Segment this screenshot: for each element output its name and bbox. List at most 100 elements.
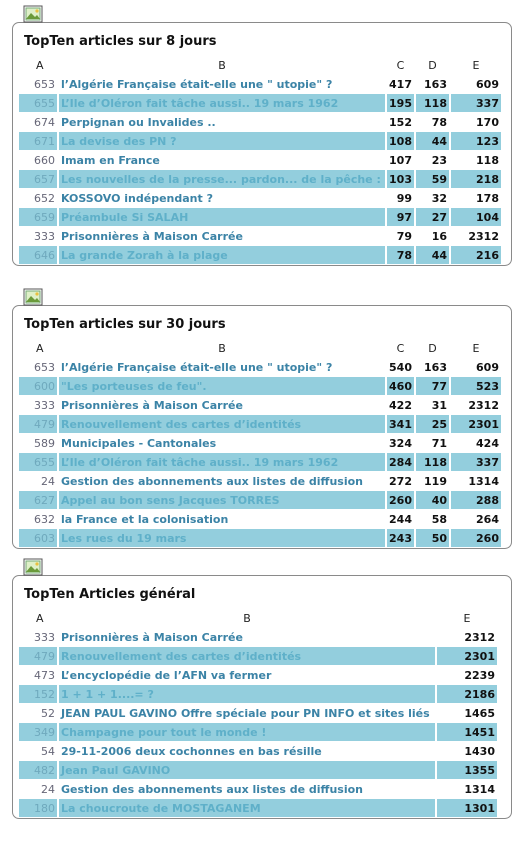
article-link[interactable]: Prisonnières à Maison Carrée	[61, 398, 243, 412]
article-id: 479	[19, 647, 57, 665]
article-link[interactable]: La choucroute de MOSTAGANEM	[59, 799, 435, 817]
column-header: C	[396, 341, 405, 355]
article-link[interactable]: Imam en France	[61, 153, 160, 167]
article-link[interactable]: L’encyclopédie de l’AFN va fermer	[61, 668, 272, 682]
article-row: 671 La devise des PN ? 108 44 123	[19, 132, 501, 150]
article-row: 333 Prisonnières à Maison Carrée 79 16 2312	[19, 227, 501, 245]
article-link[interactable]: Renouvellement des cartes d’identités	[59, 415, 385, 433]
count: 170	[476, 115, 499, 129]
article-row: 659 Préambule Si SALAH 97 27 104	[19, 208, 501, 226]
article-link[interactable]: la France et la colonisation	[61, 512, 229, 526]
article-id: 180	[19, 799, 57, 817]
count: 243	[387, 529, 414, 547]
count: 324	[389, 436, 412, 450]
article-id: 657	[19, 170, 57, 188]
article-link[interactable]: Prisonnières à Maison Carrée	[61, 229, 243, 243]
article-link[interactable]: Champagne pour tout le monde !	[59, 723, 435, 741]
count: 216	[451, 246, 501, 264]
article-link[interactable]: Gestion des abonnements aux listes de di…	[61, 474, 363, 488]
article-id: 674	[34, 115, 55, 129]
count: 264	[476, 512, 499, 526]
article-link[interactable]: La devise des PN ?	[59, 132, 385, 150]
column-header: C	[396, 58, 405, 72]
ranking-table: A B C D E 653 l’Algérie Française était-elle u…	[17, 338, 503, 548]
article-link[interactable]: L’Ile d’Oléron fait tâche aussi.. 19 mar…	[59, 94, 385, 112]
column-header: B	[243, 611, 251, 625]
article-link[interactable]: 29-11-2006 deux cochonnes en bas résille	[61, 744, 322, 758]
article-row: 646 La grande Zorah à la plage 78 44 216	[19, 246, 501, 264]
count: 2312	[468, 398, 499, 412]
column-header: A	[36, 611, 44, 625]
article-id: 660	[34, 153, 55, 167]
panel-icon	[23, 558, 43, 576]
article-id: 54	[41, 744, 55, 758]
article-id: 349	[19, 723, 57, 741]
ranking-table: A B C D E 653 l’Algérie Française était-elle u…	[17, 55, 503, 265]
count: 40	[416, 491, 449, 509]
count: 2312	[464, 630, 495, 644]
column-header: A	[36, 58, 44, 72]
article-link[interactable]: La grande Zorah à la plage	[59, 246, 385, 264]
count: 284	[387, 453, 414, 471]
column-header: A	[36, 341, 44, 355]
panel: TopTen articles sur 8 jours A B C D E 653 l’Alg…	[12, 5, 512, 266]
count: 163	[424, 77, 447, 91]
article-row: 652 KOSSOVO indépendant ? 99 32 178	[19, 189, 501, 207]
article-row: 660 Imam en France 107 23 118	[19, 151, 501, 169]
article-link[interactable]: Municipales - Cantonales	[61, 436, 217, 450]
article-row: 152 1 + 1 + 1....= ? 2186	[19, 685, 497, 703]
article-link[interactable]: "Les porteuses de feu".	[59, 377, 385, 395]
article-link[interactable]: KOSSOVO indépendant ?	[61, 191, 213, 205]
article-link[interactable]: Préambule Si SALAH	[59, 208, 385, 226]
article-link[interactable]: l’Algérie Française était-elle une " uto…	[61, 77, 333, 91]
count: 609	[476, 77, 499, 91]
article-link[interactable]: l’Algérie Française était-elle une " uto…	[61, 360, 333, 374]
article-row: 657 Les nouvelles de la presse... pardon.…	[19, 170, 501, 188]
count: 337	[451, 94, 501, 112]
column-header: E	[463, 611, 471, 625]
count: 341	[387, 415, 414, 433]
count: 58	[431, 512, 447, 526]
article-link[interactable]: L’Ile d’Oléron fait tâche aussi.. 19 mar…	[59, 453, 385, 471]
article-link[interactable]: Jean Paul GAVINO	[59, 761, 435, 779]
article-link[interactable]: Les nouvelles de la presse... pardon... …	[59, 170, 385, 188]
column-header: B	[218, 341, 226, 355]
column-header: E	[472, 58, 480, 72]
article-link[interactable]: 1 + 1 + 1....= ?	[59, 685, 435, 703]
count: 78	[387, 246, 414, 264]
header-row: A B C D E	[19, 339, 501, 357]
article-id: 632	[34, 512, 55, 526]
count: 71	[431, 436, 447, 450]
article-row: 653 l’Algérie Française était-elle une " …	[19, 75, 501, 93]
article-link[interactable]: Prisonnières à Maison Carrée	[61, 630, 243, 644]
article-row: 627 Appel au bon sens Jacques TORRES 260 40…	[19, 491, 501, 509]
count: 1355	[437, 761, 497, 779]
count: 244	[389, 512, 412, 526]
count: 1314	[464, 782, 495, 796]
article-link[interactable]: Appel au bon sens Jacques TORRES	[59, 491, 385, 509]
article-row: 54 29-11-2006 deux cochonnes en bas résil…	[19, 742, 497, 760]
article-link[interactable]: JEAN PAUL GAVINO Offre spéciale pour PN …	[61, 706, 430, 720]
count: 50	[416, 529, 449, 547]
count: 1451	[437, 723, 497, 741]
article-link[interactable]: Renouvellement des cartes d’identités	[59, 647, 435, 665]
count: 2239	[464, 668, 495, 682]
article-row: 603 Les rues du 19 mars 243 50 260	[19, 529, 501, 547]
count: 32	[431, 191, 447, 205]
panel-title: TopTen Articles général	[24, 587, 196, 602]
article-row: 600 "Les porteuses de feu". 460 77 523	[19, 377, 501, 395]
count: 1314	[468, 474, 499, 488]
article-link[interactable]: Gestion des abonnements aux listes de di…	[61, 782, 363, 796]
column-header: E	[472, 341, 480, 355]
article-id: 482	[19, 761, 57, 779]
count: 417	[389, 77, 412, 91]
article-link[interactable]: Perpignan ou Invalides ..	[61, 115, 216, 129]
article-id: 671	[19, 132, 57, 150]
count: 119	[424, 474, 447, 488]
article-link[interactable]: Les rues du 19 mars	[59, 529, 385, 547]
count: 523	[451, 377, 501, 395]
article-row: 24 Gestion des abonnements aux listes de …	[19, 780, 497, 798]
count: 288	[451, 491, 501, 509]
article-id: 655	[19, 453, 57, 471]
article-row: 349 Champagne pour tout le monde ! 1451	[19, 723, 497, 741]
